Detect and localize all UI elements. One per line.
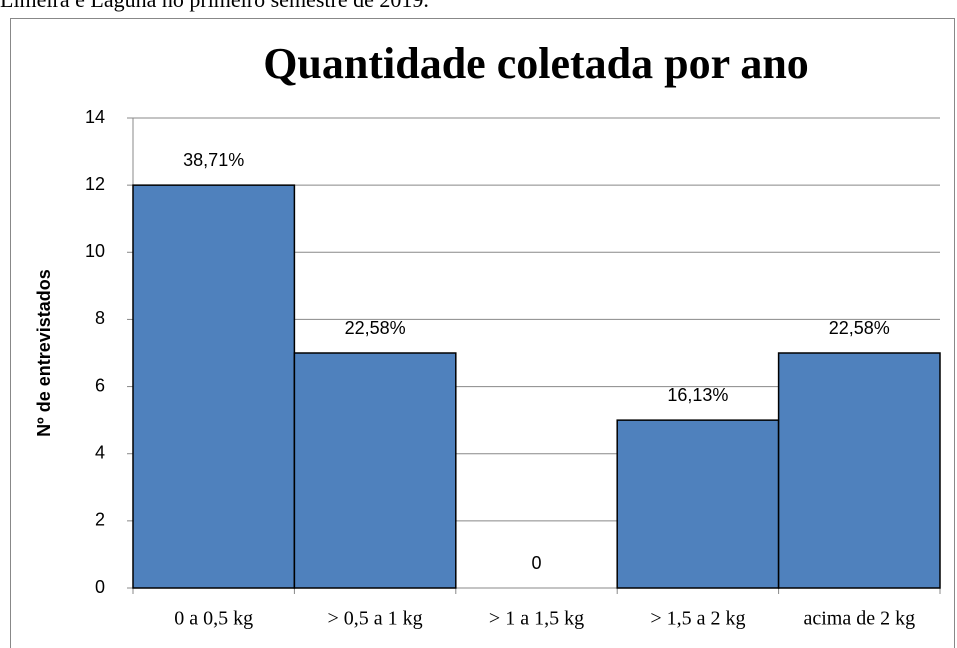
x-tick-label: > 0,5 a 1 kg — [328, 608, 423, 630]
y-tick-label: 8 — [95, 308, 105, 328]
data-label: 38,71% — [183, 150, 244, 170]
chart-frame — [10, 18, 955, 648]
y-axis-label: Nº de entrevistados — [34, 269, 54, 437]
caption: Limeira e Laguna no primeiro semestre de… — [0, 0, 429, 12]
data-label: 16,13% — [667, 385, 728, 405]
data-label: 22,58% — [829, 318, 890, 338]
chart-title: Quantidade coletada por ano — [263, 39, 809, 88]
y-tick-label: 2 — [95, 510, 105, 530]
x-tick-label: > 1,5 a 2 kg — [650, 608, 745, 630]
y-tick-label: 10 — [85, 241, 105, 261]
bar — [777, 352, 941, 589]
y-tick-label: 12 — [85, 174, 105, 194]
x-tick-label: > 1 a 1,5 kg — [489, 608, 584, 630]
bar — [293, 352, 457, 589]
data-label: 22,58% — [345, 318, 406, 338]
y-tick-label: 14 — [85, 107, 105, 127]
y-tick-label: 0 — [95, 577, 105, 597]
x-tick-label: acima de 2 kg — [803, 608, 915, 630]
bar — [616, 419, 780, 589]
y-tick-label: 4 — [95, 442, 105, 462]
bar — [132, 184, 296, 589]
x-tick-label: 0 a 0,5 kg — [174, 608, 253, 630]
data-label: 0 — [531, 553, 541, 573]
y-tick-label: 6 — [95, 375, 105, 395]
